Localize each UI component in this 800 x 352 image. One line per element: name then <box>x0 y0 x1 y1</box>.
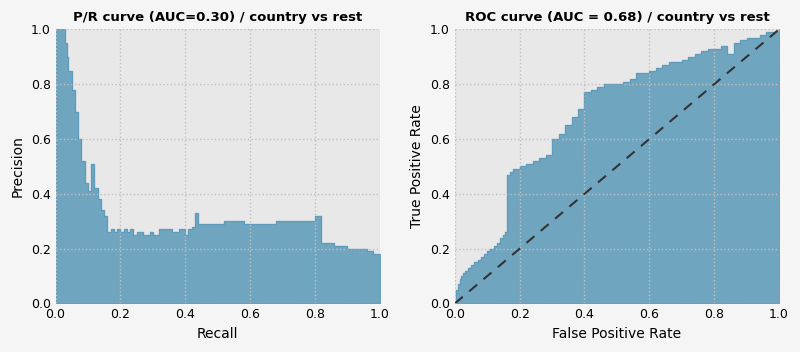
Y-axis label: Precision: Precision <box>11 136 25 197</box>
X-axis label: False Positive Rate: False Positive Rate <box>552 327 682 341</box>
Title: ROC curve (AUC = 0.68) / country vs rest: ROC curve (AUC = 0.68) / country vs rest <box>465 11 770 24</box>
Y-axis label: True Positive Rate: True Positive Rate <box>410 105 425 228</box>
Title: P/R curve (AUC=0.30) / country vs rest: P/R curve (AUC=0.30) / country vs rest <box>73 11 362 24</box>
X-axis label: Recall: Recall <box>197 327 238 341</box>
